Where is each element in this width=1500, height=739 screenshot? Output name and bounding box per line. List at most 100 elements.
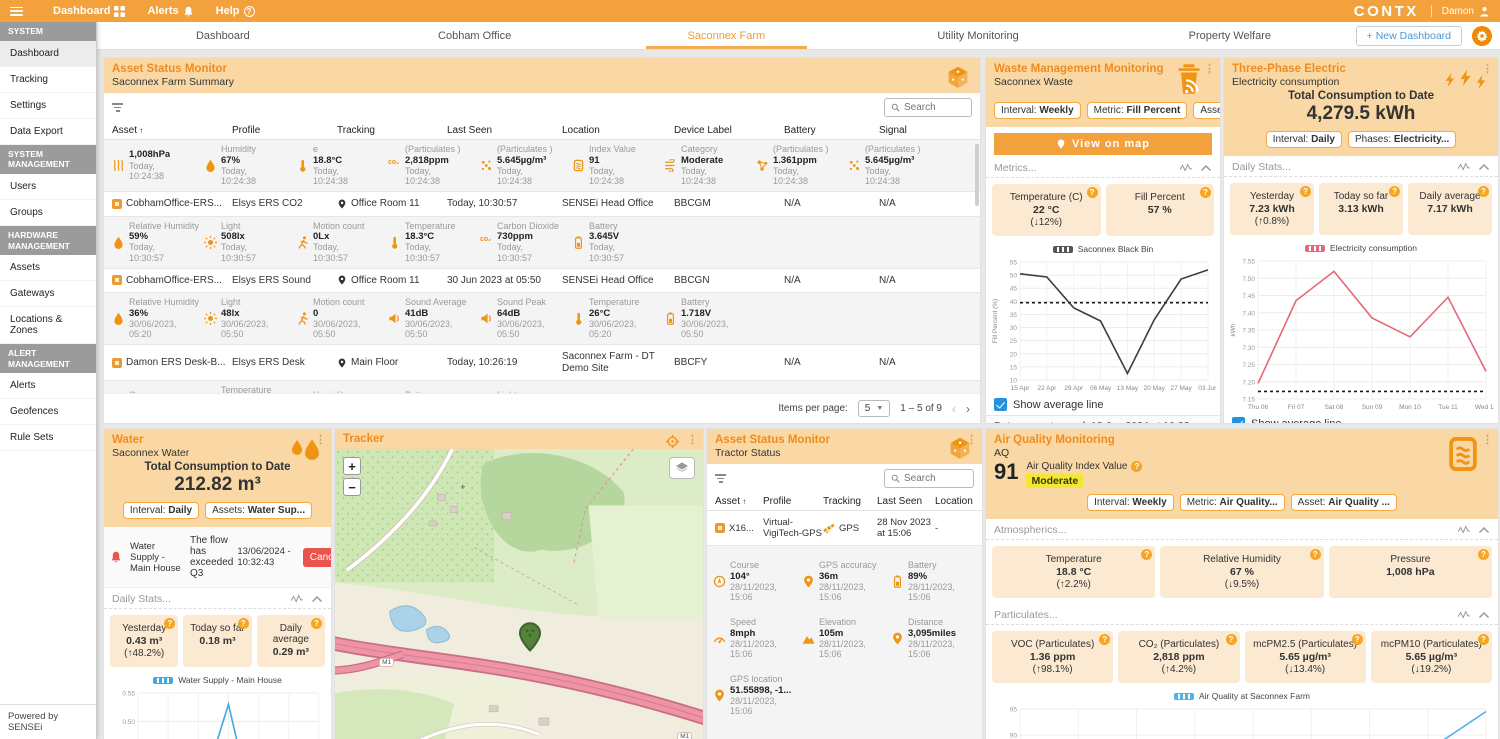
sidebar-item-gateways[interactable]: Gateways [0,281,96,307]
tab-cobham-office[interactable]: Cobham Office [349,22,601,49]
info-icon[interactable]: ? [311,618,322,629]
search-input[interactable] [904,102,965,113]
info-icon[interactable]: ? [1200,187,1211,198]
filter-chip[interactable]: Assets: Water Sup... [205,502,312,519]
dashboard-settings-button[interactable] [1472,26,1492,46]
new-dashboard-button[interactable]: + New Dashboard [1356,26,1462,46]
search-input[interactable] [904,473,967,484]
sidebar-item-tracking[interactable]: Tracking [0,67,96,93]
column-header-last-seen[interactable]: Last Seen [877,496,935,507]
table-row[interactable]: Damon ERS Desk-B...Elsys ERS DeskMain Fl… [104,345,980,381]
column-header-profile[interactable]: Profile [232,125,337,136]
filter-icon[interactable] [715,474,726,483]
info-icon[interactable]: ? [1310,549,1321,560]
column-header-device-label[interactable]: Device Label [674,125,784,136]
zoom-in-button[interactable]: + [343,457,361,475]
sidebar-item-data-export[interactable]: Data Export [0,119,96,145]
info-icon[interactable]: ? [1087,187,1098,198]
info-icon[interactable]: ? [238,618,249,629]
info-icon[interactable]: ? [1352,634,1363,645]
column-header-battery[interactable]: Battery [784,125,879,136]
filter-chip[interactable]: Phases: Electricity... [1348,131,1456,148]
metric-cell: Relative Humidity59%Today,10:30:57 [112,221,204,264]
column-header-location[interactable]: Location [935,496,974,507]
sidebar-item-rule-sets[interactable]: Rule Sets [0,425,96,451]
kebab-menu-icon[interactable]: ⋮ [1482,433,1493,446]
column-header-asset[interactable]: Asset ↑ [715,496,763,507]
next-page-icon[interactable]: › [966,402,970,416]
filter-chip[interactable]: Interval: Weekly [994,102,1081,119]
metrics-row: OccupancyDesk Occup...Today,10:26:19Temp… [104,381,980,393]
column-header-location[interactable]: Location [562,125,674,136]
sidebar-item-groups[interactable]: Groups [0,200,96,226]
sidebar-item-geofences[interactable]: Geofences [0,399,96,425]
sidebar-item-assets[interactable]: Assets [0,255,96,281]
sidebar-item-locations-zones[interactable]: Locations & Zones [0,307,96,344]
sidebar-item-alerts[interactable]: Alerts [0,373,96,399]
map[interactable]: + − [335,449,703,739]
metric-cell: (Particulates )1.361ppmToday,10:24:38 [756,144,848,187]
table-row[interactable]: CobhamOffice-ERS...Elsys ERS CO2Office R… [104,192,980,217]
sidebar-item-dashboard[interactable]: Dashboard [0,41,96,67]
filter-chip[interactable]: Asset: Saconnex B... [1193,102,1221,119]
metric-value: 5.645µg/m³ [865,155,921,166]
column-header-tracking[interactable]: Tracking [823,496,877,507]
column-header-profile[interactable]: Profile [763,496,823,507]
metrics-section-toggle[interactable]: Metrics... [986,157,1220,178]
show-average-checkbox[interactable] [1232,417,1245,424]
svg-text:27 May: 27 May [1170,385,1192,392]
info-icon[interactable]: ? [1478,549,1489,560]
table-row[interactable]: X16... Virtual-VigiTech-GPS GPS 28 Nov 2… [707,511,982,546]
menu-alerts[interactable]: Alerts [147,5,193,17]
info-icon[interactable]: ? [1389,186,1400,197]
user-menu[interactable]: Damon [1442,6,1490,17]
sidebar-item-settings[interactable]: Settings [0,93,96,119]
filter-chip[interactable]: Interval: Weekly [1087,494,1174,511]
info-icon[interactable]: ? [1131,461,1142,472]
map-layers-button[interactable] [669,457,695,479]
atmospherics-toggle[interactable]: Atmospherics... [986,519,1498,540]
cancel-alert-button[interactable]: Cancel [303,548,332,567]
metric-time: 10:30:57 [313,253,365,264]
daily-stats-toggle[interactable]: Daily Stats... [104,588,331,609]
info-icon[interactable]: ? [1226,634,1237,645]
filter-chip[interactable]: Asset: Air Quality ... [1291,494,1397,511]
tab-dashboard[interactable]: Dashboard [97,22,349,49]
info-icon[interactable]: ? [1478,634,1489,645]
table-row[interactable]: CobhamOffice-ERS...Elsys ERS SoundOffice… [104,269,980,294]
sidebar-item-users[interactable]: Users [0,174,96,200]
column-header-tracking[interactable]: Tracking [337,125,447,136]
metric-label: Category [681,144,723,155]
tracker-map-pin[interactable] [518,622,542,652]
zoom-out-button[interactable]: − [343,478,361,496]
metric-cell: Motion count0LxToday,10:30:57 [296,221,388,264]
filter-chip[interactable]: Metric: Air Quality... [1180,494,1285,511]
view-on-map-button[interactable]: View on map [994,133,1212,155]
info-icon[interactable]: ? [1478,186,1489,197]
filter-icon[interactable] [112,103,123,112]
column-header-asset[interactable]: Asset ↑ [112,125,232,136]
hamburger-menu-icon[interactable] [10,7,23,16]
info-icon[interactable]: ? [1300,186,1311,197]
filter-chip[interactable]: Interval: Daily [1266,131,1342,148]
table-scrollbar[interactable] [975,144,979,206]
filter-chip[interactable]: Metric: Fill Percent [1087,102,1188,119]
prev-page-icon[interactable]: ‹ [952,402,956,416]
per-page-select[interactable]: 5▼ [858,400,891,417]
crosshair-icon[interactable] [666,435,679,448]
metric-text: (Particulates )5.645µg/m³Today,10:24:38 [497,144,553,187]
daily-stats-toggle[interactable]: Daily Stats... [1224,156,1498,177]
metric-date: Today, [773,166,829,177]
filter-chip[interactable]: Interval: Daily [123,502,199,519]
column-header-signal[interactable]: Signal [879,125,972,136]
particulates-toggle[interactable]: Particulates... [986,604,1498,625]
menu-help[interactable]: Help? [216,5,255,17]
tab-property-welfare[interactable]: Property Welfare [1104,22,1356,49]
menu-dashboard[interactable]: Dashboard [53,5,125,17]
kebab-menu-icon[interactable]: ⋮ [687,433,698,446]
tab-saconnex-farm[interactable]: Saconnex Farm [600,22,852,49]
column-header-last-seen[interactable]: Last Seen [447,125,562,136]
show-average-checkbox[interactable] [994,398,1007,411]
tab-utility-monitoring[interactable]: Utility Monitoring [852,22,1104,49]
metric-value: 0 [313,308,365,319]
